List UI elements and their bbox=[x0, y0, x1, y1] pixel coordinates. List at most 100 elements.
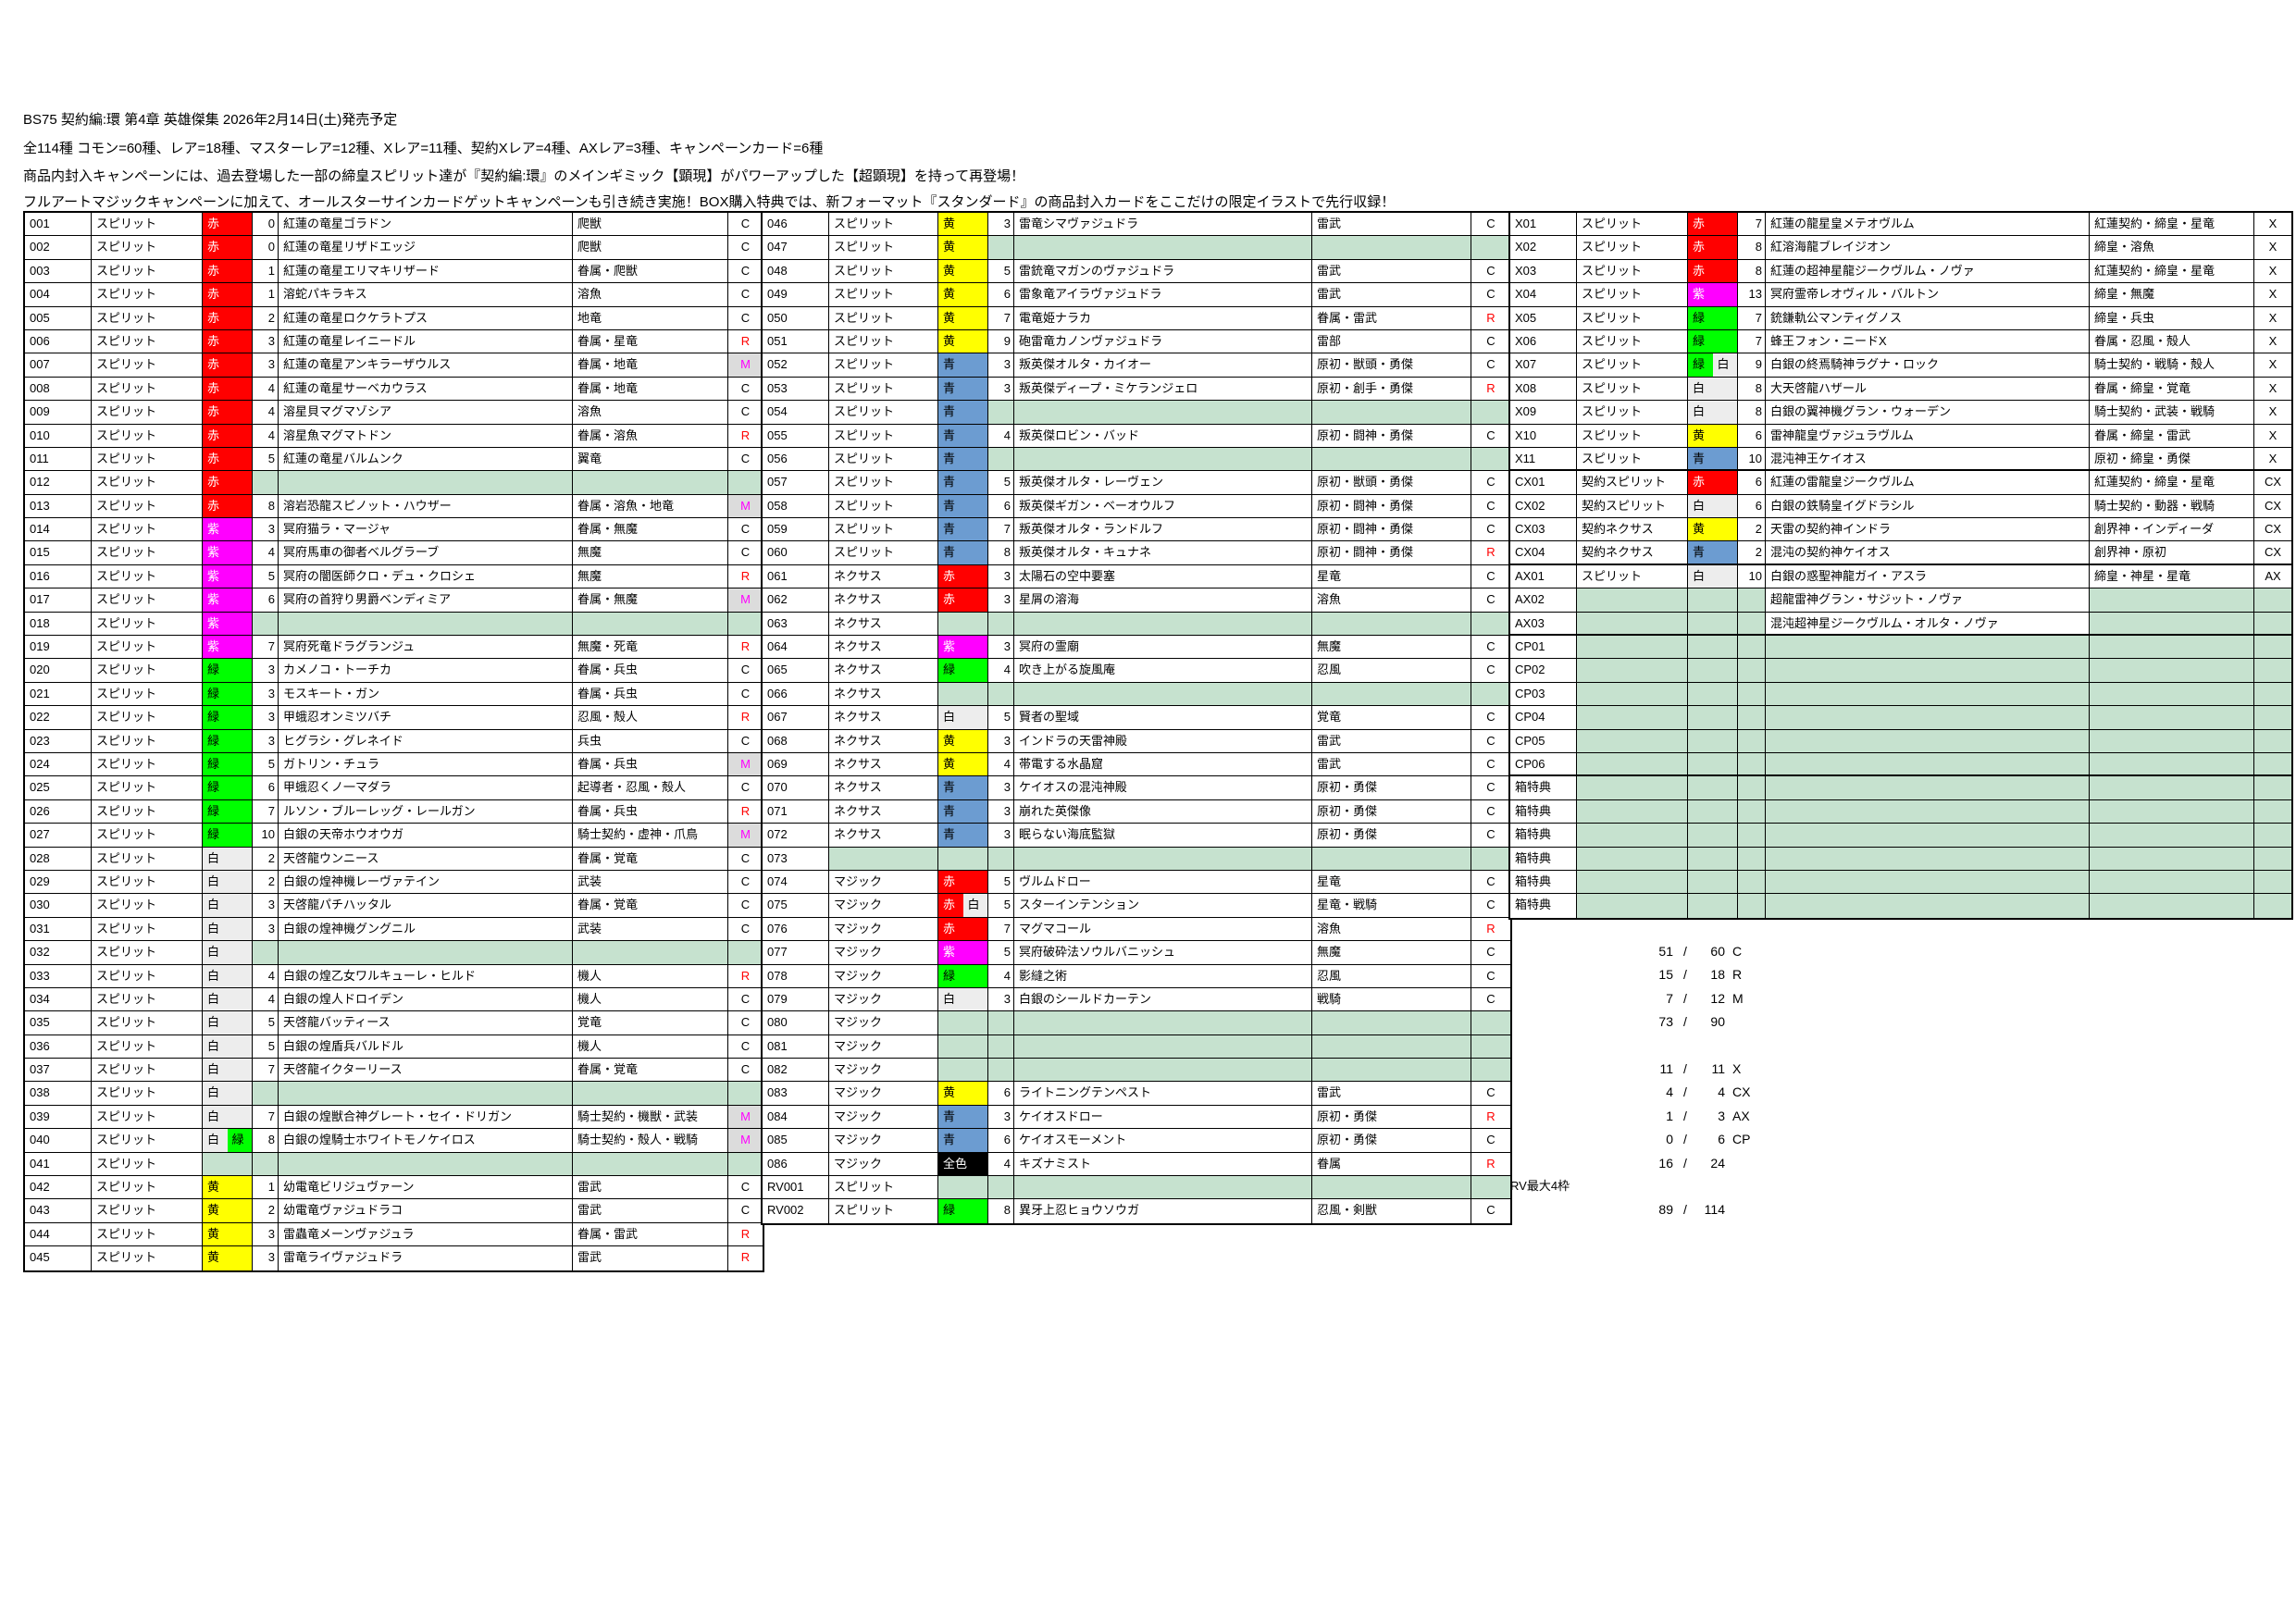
cell-color[interactable]: 黄 bbox=[203, 1222, 253, 1246]
cell-cost[interactable]: 5 bbox=[253, 1035, 279, 1059]
stats-line[interactable]: 89 / 114 bbox=[1631, 1198, 1725, 1221]
cell-name[interactable] bbox=[1014, 1035, 1312, 1059]
cell-num[interactable]: X02 bbox=[1510, 236, 1577, 259]
cell-num[interactable]: 082 bbox=[763, 1059, 829, 1082]
cell-color[interactable]: 白 bbox=[938, 706, 988, 729]
cell-num[interactable]: 箱特典 bbox=[1510, 799, 1577, 824]
cell-rarity[interactable]: C bbox=[1471, 518, 1510, 541]
cell-num[interactable]: CX01 bbox=[1510, 471, 1577, 494]
cell-rarity[interactable]: C bbox=[1471, 824, 1510, 847]
cell-name[interactable] bbox=[1766, 870, 2090, 894]
cell-num[interactable]: 058 bbox=[763, 494, 829, 518]
cell-family[interactable]: 武装 bbox=[573, 917, 728, 941]
cell-family[interactable]: 騎士契約・戦騎・殻人 bbox=[2090, 353, 2254, 377]
cell-family[interactable]: 原初・勇傑 bbox=[1312, 1105, 1471, 1129]
cell-cost[interactable]: 2 bbox=[253, 870, 279, 894]
cell-type[interactable]: ネクサス bbox=[829, 799, 938, 824]
cell-type[interactable]: スピリット bbox=[92, 941, 203, 964]
cell-type[interactable] bbox=[1577, 824, 1688, 847]
cell-name[interactable]: スターインテンション bbox=[1014, 894, 1312, 917]
cell-type[interactable] bbox=[1577, 659, 1688, 682]
cell-name[interactable]: 異牙上忍ヒョウソウガ bbox=[1014, 1199, 1312, 1223]
cell-color[interactable]: 全色 bbox=[938, 1152, 988, 1176]
cell-rarity[interactable] bbox=[2254, 776, 2291, 799]
cell-rarity[interactable]: X bbox=[2254, 401, 2291, 424]
cell-family[interactable]: 原初・勇傑 bbox=[1312, 824, 1471, 847]
cell-family[interactable]: 眷属・地竜 bbox=[573, 377, 728, 401]
cell-color[interactable]: 白 bbox=[203, 1105, 253, 1129]
cell-family[interactable]: 眷属・爬獣 bbox=[573, 259, 728, 283]
cell-cost[interactable]: 8 bbox=[988, 541, 1014, 564]
cell-rarity[interactable] bbox=[2254, 659, 2291, 682]
cell-cost[interactable] bbox=[988, 1059, 1014, 1082]
cell-name[interactable]: 冥府の闇医師クロ・デュ・クロシェ bbox=[279, 564, 573, 588]
cell-cost[interactable]: 3 bbox=[253, 706, 279, 729]
rv-max-note[interactable]: RV最大4枠 bbox=[1510, 1179, 1570, 1193]
cell-color[interactable] bbox=[203, 1152, 253, 1176]
cell-cost[interactable]: 3 bbox=[988, 776, 1014, 799]
cell-cost[interactable]: 3 bbox=[988, 636, 1014, 659]
cell-family[interactable]: 機人 bbox=[573, 1035, 728, 1059]
cell-type[interactable]: スピリット bbox=[1577, 329, 1688, 353]
cell-family[interactable]: 無魔 bbox=[573, 541, 728, 564]
cell-num[interactable]: 057 bbox=[763, 471, 829, 494]
cell-type[interactable] bbox=[1577, 612, 1688, 635]
cell-type[interactable]: 契約ネクサス bbox=[1577, 541, 1688, 564]
cell-num[interactable]: 071 bbox=[763, 799, 829, 824]
cell-cost[interactable] bbox=[253, 471, 279, 494]
cell-name[interactable]: 天雷の契約神インドラ bbox=[1766, 518, 2090, 541]
cell-num[interactable]: X01 bbox=[1510, 213, 1577, 236]
cell-rarity[interactable] bbox=[728, 1152, 763, 1176]
cell-color[interactable]: 赤 bbox=[203, 401, 253, 424]
cell-num[interactable]: 016 bbox=[25, 564, 92, 588]
cell-rarity[interactable] bbox=[2254, 588, 2291, 612]
cell-type[interactable]: マジック bbox=[829, 987, 938, 1011]
cell-num[interactable]: 029 bbox=[25, 870, 92, 894]
cell-num[interactable]: X11 bbox=[1510, 447, 1577, 470]
cell-type[interactable]: スピリット bbox=[92, 518, 203, 541]
cell-name[interactable]: 銃鎌軌公マンティグノス bbox=[1766, 306, 2090, 329]
cell-type[interactable]: スピリット bbox=[92, 870, 203, 894]
cell-name[interactable]: 幼電竜ヴァジュドラコ bbox=[279, 1199, 573, 1222]
cell-num[interactable]: 040 bbox=[25, 1129, 92, 1152]
cell-name[interactable]: 溶星魚マグマトドン bbox=[279, 424, 573, 447]
cell-cost[interactable]: 2 bbox=[253, 306, 279, 329]
cell-cost[interactable]: 3 bbox=[988, 353, 1014, 377]
cell-cost[interactable] bbox=[988, 401, 1014, 424]
cell-family[interactable] bbox=[573, 612, 728, 636]
cell-family[interactable]: 無魔 bbox=[573, 564, 728, 588]
cell-num[interactable]: 039 bbox=[25, 1105, 92, 1129]
cell-type[interactable]: ネクサス bbox=[829, 682, 938, 706]
cell-num[interactable]: 070 bbox=[763, 776, 829, 799]
cell-type[interactable]: スピリット bbox=[92, 659, 203, 682]
cell-name[interactable]: 紅蓮の竜星リザドエッジ bbox=[279, 236, 573, 259]
cell-type[interactable] bbox=[1577, 588, 1688, 612]
cell-rarity[interactable]: C bbox=[1471, 213, 1510, 236]
cell-color[interactable] bbox=[1688, 752, 1738, 775]
cell-family[interactable]: 雷武 bbox=[573, 1199, 728, 1222]
cell-name[interactable]: ケイオスモーメント bbox=[1014, 1129, 1312, 1152]
cell-family[interactable]: 機人 bbox=[573, 987, 728, 1011]
cell-color[interactable]: 青 bbox=[938, 471, 988, 494]
cell-family[interactable]: 眷属 bbox=[1312, 1152, 1471, 1176]
cell-num[interactable]: 038 bbox=[25, 1082, 92, 1105]
cell-name[interactable]: 電竜姫ナラカ bbox=[1014, 306, 1312, 329]
cell-color[interactable]: 黄 bbox=[203, 1246, 253, 1270]
cell-name[interactable]: 太陽石の空中要塞 bbox=[1014, 564, 1312, 588]
cell-family[interactable]: 覚竜 bbox=[1312, 706, 1471, 729]
cell-color[interactable] bbox=[1688, 706, 1738, 729]
cell-rarity[interactable] bbox=[1471, 401, 1510, 424]
cell-cost[interactable] bbox=[988, 447, 1014, 471]
cell-name[interactable]: 白銀の煌神機グングニル bbox=[279, 917, 573, 941]
cell-rarity[interactable] bbox=[1471, 1035, 1510, 1059]
cell-cost[interactable]: 4 bbox=[988, 964, 1014, 987]
cell-color[interactable]: 黄 bbox=[938, 236, 988, 259]
cell-color[interactable]: 青 bbox=[938, 518, 988, 541]
cell-rarity[interactable] bbox=[1471, 447, 1510, 471]
cell-color[interactable]: 赤 bbox=[938, 870, 988, 894]
cell-cost[interactable]: 3 bbox=[253, 917, 279, 941]
cell-name[interactable]: 叛英傑ディープ・ミケランジェロ bbox=[1014, 377, 1312, 401]
cell-type[interactable]: スピリット bbox=[829, 213, 938, 236]
cell-type[interactable]: スピリット bbox=[829, 283, 938, 306]
cell-family[interactable]: 眷属・雷武 bbox=[573, 1222, 728, 1246]
